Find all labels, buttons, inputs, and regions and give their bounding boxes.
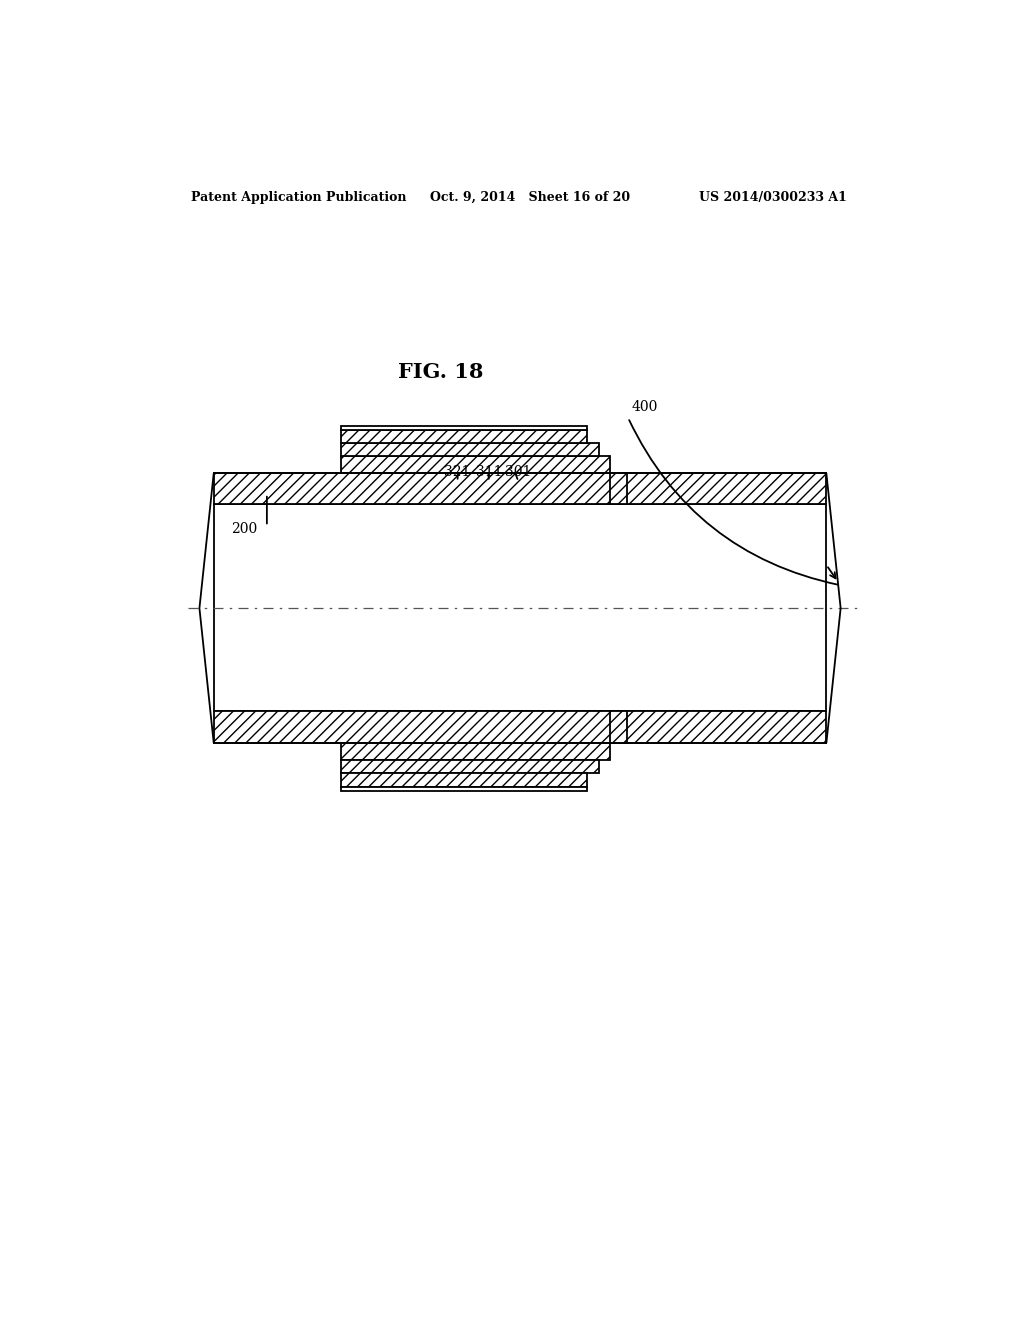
Bar [341, 444, 599, 457]
Bar [609, 711, 627, 743]
Bar [609, 474, 627, 504]
Text: FIG. 18: FIG. 18 [397, 362, 483, 381]
Bar [341, 760, 599, 774]
Bar [214, 504, 826, 711]
FancyArrowPatch shape [629, 420, 838, 585]
Bar [341, 457, 609, 474]
Bar [341, 774, 587, 787]
Text: US 2014/0300233 A1: US 2014/0300233 A1 [699, 190, 847, 203]
Text: 321: 321 [444, 465, 471, 479]
Text: 311: 311 [476, 465, 503, 479]
Bar [341, 787, 587, 791]
Bar [341, 743, 609, 760]
Text: 301: 301 [505, 465, 531, 479]
Text: Patent Application Publication: Patent Application Publication [191, 190, 407, 203]
Bar [214, 711, 826, 743]
Bar [214, 474, 826, 504]
Bar [341, 430, 587, 444]
Text: Oct. 9, 2014   Sheet 16 of 20: Oct. 9, 2014 Sheet 16 of 20 [430, 190, 630, 203]
Bar [341, 426, 587, 430]
Text: 400: 400 [632, 400, 658, 414]
Text: 200: 200 [231, 523, 257, 536]
